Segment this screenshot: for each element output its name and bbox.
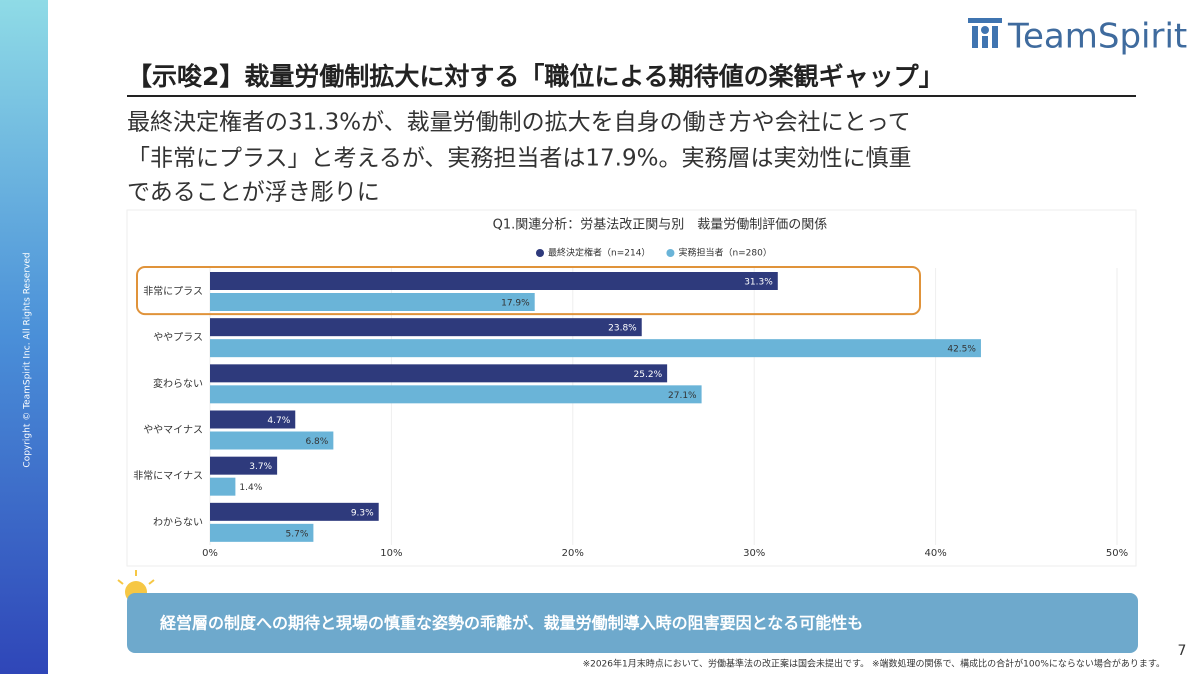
x-tick-label: 50% [1106,548,1128,559]
value-label: 23.8% [608,324,637,334]
y-tick-label: 非常にプラス [143,285,203,298]
value-label: 4.7% [267,416,290,426]
side-strip [0,0,48,674]
bar [210,431,334,450]
chart-title: Q1.関連分析：労基法改正関与別 裁量労働制評価の関係 [493,217,828,233]
value-label: 6.8% [305,437,328,447]
logo-icon [968,18,1002,48]
legend-marker [666,249,675,257]
y-tick-label: わからない [153,516,203,528]
value-label: 25.2% [634,370,663,380]
logo-text: TeamSpirit [1007,17,1187,57]
bar [210,272,778,290]
bar [210,456,278,475]
x-tick-label: 10% [380,548,402,559]
value-label: 27.1% [668,391,697,401]
value-label: 9.3% [351,508,374,518]
bar [210,385,702,404]
bar [210,293,535,311]
value-label: 5.7% [286,529,309,539]
y-tick-label: 変わらない [153,377,203,390]
legend-marker [536,249,544,257]
subtitle-line: 「非常にプラス」と考えるが、実務担当者は17.9%。実務層は実効性に慎重 [127,146,911,172]
legend-label: 最終決定権者（n=214） [548,247,650,259]
value-label: 31.3% [744,278,773,288]
value-label: 3.7% [249,462,272,472]
legend-label: 実務担当者（n=280） [678,247,771,259]
x-tick-label: 20% [562,548,584,559]
chart: 0% 10% 20% 30% 40% 50% 最終決定権者（n=214） 実務担当者（n=28… [133,247,1128,560]
bar [210,364,668,383]
subtitle-line: 最終決定権者の31.3%が、裁量労働制の拡大を自身の働き方や会社にとって [127,110,911,136]
highlight-box [136,266,921,316]
x-tick-label: 40% [924,548,946,559]
x-tick-label: 30% [743,548,765,559]
subtitle-line: であることが浮き彫りに [127,180,380,206]
bar [210,502,379,521]
callout-box [127,593,1138,653]
slide-title: 【示唆2】裁量労働制拡大に対する「職位による期待値の楽観ギャップ」 [127,62,944,91]
x-tick-label: 0% [202,548,218,559]
y-tick-label: ややプラス [153,332,203,344]
copyright: Copyright © TeamSpirit Inc. All Rights R… [23,252,33,467]
bar [210,318,642,337]
bar [210,410,296,429]
bar [210,339,981,358]
y-tick-label: 非常にマイナス [133,469,203,482]
value-label: 1.4% [239,483,262,493]
page-number: 7 [1178,643,1187,659]
footnote: ※2026年1月末時点において、労働基準法の改正案は国会未提出です。 ※端数処理… [583,658,1165,670]
value-label: 42.5% [947,345,976,355]
callout-text: 経営層の制度への期待と現場の慎重な姿勢の乖離が、裁量労働制導入時の阻害要因となる… [160,614,863,633]
y-tick-label: ややマイナス [143,424,203,436]
value-label: 17.9% [501,299,530,309]
bar [210,523,314,542]
bar [210,477,236,496]
